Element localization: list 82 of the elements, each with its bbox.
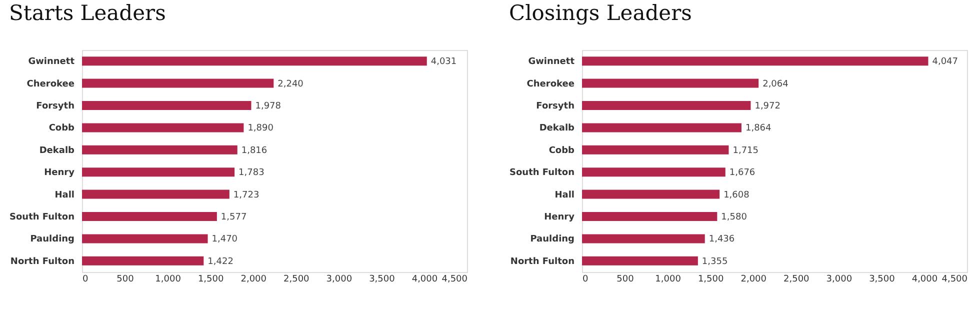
y-tick-label: South Fulton — [510, 168, 574, 178]
x-tick-label: 500 — [116, 274, 134, 284]
x-tick-label: 500 — [616, 274, 634, 284]
x-tick-label: 2,500 — [784, 274, 810, 284]
x-tick-label: 3,000 — [826, 274, 852, 284]
data-label: 1,783 — [238, 168, 264, 178]
bar — [82, 212, 217, 221]
data-label: 1,816 — [241, 146, 268, 156]
data-label: 1,422 — [208, 256, 234, 267]
y-tick-label: North Fulton — [10, 256, 74, 267]
y-tick-label: Gwinnett — [28, 57, 76, 68]
x-tick-label: 0 — [582, 274, 588, 284]
y-tick-label: Cobb — [48, 124, 76, 134]
bar — [582, 168, 726, 177]
data-label: 1,676 — [729, 168, 756, 178]
bar — [582, 190, 720, 199]
bar — [82, 168, 235, 177]
x-tick-label: 0 — [82, 274, 88, 284]
bar — [82, 101, 252, 110]
y-tick-label: Henry — [44, 168, 75, 178]
x-tick-label: 2,000 — [240, 274, 267, 284]
bar — [582, 123, 742, 132]
x-tick-label: 1,500 — [698, 274, 724, 284]
data-label: 1,470 — [212, 234, 238, 245]
y-tick-label: Dekalb — [539, 124, 576, 134]
bar — [582, 212, 718, 221]
y-tick-label: Paulding — [30, 234, 74, 245]
x-tick-label: 1,000 — [655, 274, 682, 284]
y-tick-label: Hall — [54, 190, 74, 200]
data-label: 1,864 — [745, 124, 772, 134]
chart-title: Closings Leaders — [509, 1, 692, 25]
y-tick-label: North Fulton — [510, 256, 574, 267]
x-tick-label: 2,000 — [740, 274, 767, 284]
x-tick-label: 1,000 — [155, 274, 182, 284]
bar — [582, 234, 705, 244]
y-tick-label: Cherokee — [526, 79, 574, 90]
x-tick-label: 4,000 — [912, 274, 938, 284]
data-label: 1,436 — [708, 234, 735, 245]
data-label: 1,608 — [724, 190, 750, 200]
y-tick-label: Paulding — [530, 234, 574, 245]
data-label: 1,580 — [721, 212, 748, 222]
x-tick-label: 3,500 — [869, 274, 896, 284]
y-tick-label: Cherokee — [26, 79, 74, 90]
data-label: 1,890 — [248, 124, 274, 134]
data-label: 2,240 — [278, 79, 304, 90]
bar — [82, 234, 208, 244]
x-tick-label: 3,500 — [369, 274, 396, 284]
bar — [582, 256, 698, 266]
bar — [582, 101, 751, 110]
x-tick-label: 4,500 — [442, 274, 468, 284]
y-tick-label: Cobb — [548, 146, 576, 156]
x-tick-label: 3,000 — [326, 274, 352, 284]
y-tick-label: South Fulton — [10, 212, 74, 222]
data-label: 2,064 — [762, 79, 789, 90]
bar — [582, 78, 759, 88]
data-label: 1,978 — [255, 102, 282, 112]
x-tick-label: 1,500 — [198, 274, 224, 284]
y-tick-label: Gwinnett — [528, 57, 576, 68]
y-tick-label: Forsyth — [36, 102, 74, 112]
y-tick-label: Dekalb — [39, 146, 76, 156]
y-tick-label: Henry — [544, 212, 575, 222]
bar — [82, 123, 244, 132]
bar — [82, 78, 274, 88]
data-label: 1,355 — [702, 256, 728, 267]
data-label: 1,577 — [220, 212, 247, 222]
bar — [582, 145, 729, 154]
y-tick-label: Forsyth — [536, 102, 574, 112]
x-tick-label: 4,000 — [412, 274, 438, 284]
x-tick-label: 2,500 — [284, 274, 310, 284]
y-tick-label: Hall — [554, 190, 574, 200]
bar — [82, 145, 238, 154]
bar — [82, 190, 230, 199]
data-label: 4,031 — [430, 57, 457, 68]
data-label: 1,723 — [233, 190, 260, 200]
data-label: 4,047 — [932, 57, 958, 68]
bar — [82, 256, 204, 266]
x-tick-label: 4,500 — [942, 274, 968, 284]
bar — [82, 56, 427, 66]
data-label: 1,715 — [732, 146, 758, 156]
bar — [582, 56, 928, 66]
chart-title: Starts Leaders — [9, 1, 166, 25]
data-label: 1,972 — [754, 102, 780, 112]
